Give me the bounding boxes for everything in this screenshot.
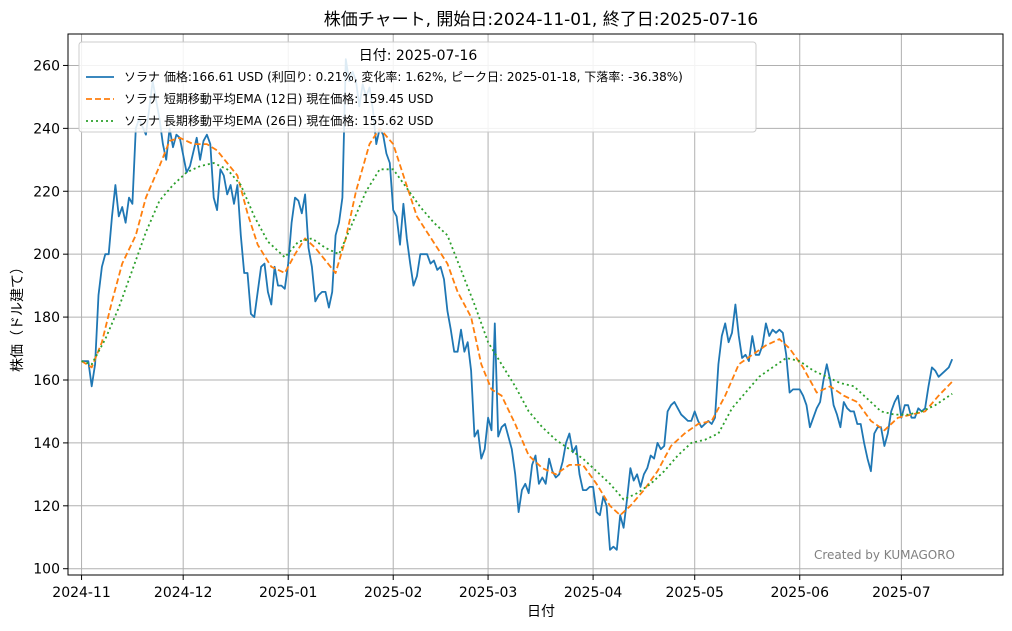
short-ema-line xyxy=(81,127,953,517)
y-tick-label: 200 xyxy=(33,247,60,263)
credit-text: Created by KUMAGORO xyxy=(814,548,955,562)
series-lines xyxy=(81,58,954,551)
legend-box xyxy=(78,41,757,133)
x-tick-label: 2025-01 xyxy=(259,585,318,601)
legend-label: ソラナ 価格:166.61 USD (利回り: 0.21%, 変化率: 1.62… xyxy=(124,69,683,84)
long-ema-line xyxy=(81,162,953,501)
legend-label: ソラナ 長期移動平均EMA (26日) 現在価格: 155.62 USD xyxy=(124,113,434,128)
x-tick-label: 2025-07 xyxy=(872,585,931,601)
x-tick-label: 2025-03 xyxy=(459,585,518,601)
x-tick-label: 2025-06 xyxy=(770,585,829,601)
x-tick-label: 2025-02 xyxy=(364,585,423,601)
y-tick-label: 180 xyxy=(33,310,60,326)
y-tick-label: 100 xyxy=(33,562,60,578)
y-tick-label: 140 xyxy=(33,436,60,452)
legend-title: 日付: 2025-07-16 xyxy=(359,48,478,64)
legend-label: ソラナ 短期移動平均EMA (12日) 現在価格: 159.45 USD xyxy=(124,91,434,106)
axis-ticks: 2024-11 2024-12 2025-01 2025-02 2025-03 2025-… xyxy=(33,58,930,601)
plot-frame xyxy=(67,33,1004,576)
y-tick-label: 260 xyxy=(33,58,60,74)
legend-entries: ソラナ 価格:166.61 USD (利回り: 0.21%, 変化率: 1.62… xyxy=(86,69,683,128)
x-tick-label: 2025-05 xyxy=(665,585,724,601)
y-tick-label: 120 xyxy=(33,499,60,515)
chart-title: 株価チャート, 開始日:2024-11-01, 終了日:2025-07-16 xyxy=(324,10,759,30)
legend: 日付: 2025-07-16 ソラナ 価格:166.61 USD (利回り: 0… xyxy=(78,41,757,133)
x-axis-title: 日付 xyxy=(527,604,555,620)
x-tick-label: 2024-12 xyxy=(154,585,213,601)
x-tick-label: 2024-11 xyxy=(52,585,111,601)
y-tick-label: 220 xyxy=(33,184,60,200)
y-axis-title: 株価（ドル建て） xyxy=(10,260,26,372)
y-tick-label: 160 xyxy=(33,373,60,389)
y-tick-label: 240 xyxy=(33,121,60,137)
x-tick-label: 2025-04 xyxy=(564,585,623,601)
price-line xyxy=(81,58,954,551)
